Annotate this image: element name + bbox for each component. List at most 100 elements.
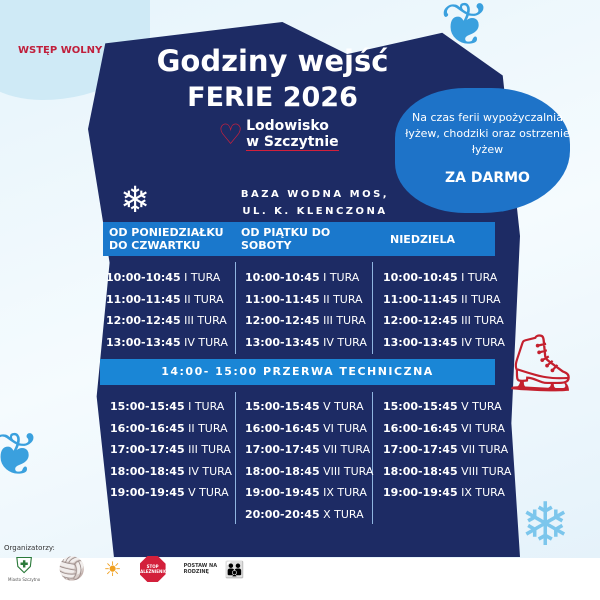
- session-time: 13:00-13:45: [245, 335, 320, 349]
- session-row: 11:00-11:45 II TURA: [106, 293, 228, 315]
- session-row: 16:00-16:45 II TURA: [110, 422, 232, 444]
- column-header: NIEDZIELA: [390, 232, 456, 246]
- session-row: 18:00-18:45 VIII TURA: [383, 465, 511, 487]
- family-logo: POSTAW NA RODZINĘ 👪: [184, 560, 245, 579]
- session-label: II TURA: [188, 421, 228, 435]
- session-label: V TURA: [188, 486, 229, 500]
- schedule-column: 15:00-15:45 I TURA 16:00-16:45 II TURA 17:…: [110, 400, 232, 508]
- snowflake-icon: ❄: [520, 490, 571, 560]
- session-time: 17:00-17:45: [245, 443, 320, 457]
- heart-icon: ♡: [218, 118, 244, 151]
- session-time: 13:00-13:45: [106, 335, 181, 349]
- session-row: 18:00-18:45 VIII TURA: [245, 465, 373, 487]
- session-row: 10:00-10:45 I TURA: [245, 271, 367, 293]
- page-subtitle: FERIE 2026: [187, 82, 358, 113]
- session-label: X TURA: [323, 507, 364, 521]
- session-row: 16:00-16:45 VI TURA: [245, 422, 373, 444]
- rental-blob: [395, 88, 570, 213]
- break-banner: 14:00- 15:00 PRZERWA TECHNICZNA: [100, 359, 495, 385]
- rink-logo: ♡ Lodowisko w Szczytnie: [218, 118, 339, 151]
- session-row: 19:00-19:45 IX TURA: [383, 486, 511, 508]
- session-time: 11:00-11:45: [245, 292, 320, 306]
- session-row: 13:00-13:45 IV TURA: [106, 336, 228, 358]
- session-time: 11:00-11:45: [106, 292, 181, 306]
- organizer-logos: ⛨ Miasto Szczytno 🏐 ☀ STOP UZALEŻNIENIOM…: [8, 556, 245, 582]
- session-time: 15:00-15:45: [110, 400, 185, 413]
- session-time: 10:00-10:45: [106, 271, 181, 284]
- session-time: 18:00-18:45: [110, 464, 185, 478]
- session-row: 11:00-11:45 II TURA: [245, 293, 367, 315]
- session-time: 11:00-11:45: [383, 292, 458, 306]
- session-time: 19:00-19:45: [110, 486, 185, 500]
- logo-line: Lodowisko: [246, 118, 329, 134]
- session-label: II TURA: [323, 292, 363, 306]
- session-label: II TURA: [461, 292, 501, 306]
- rental-info: Na czas ferii wypożyczalnia łyżew, chodz…: [405, 111, 570, 156]
- session-label: VIII TURA: [461, 464, 512, 478]
- session-row: 13:00-13:45 IV TURA: [245, 336, 367, 358]
- session-time: 20:00-20:45: [245, 507, 320, 521]
- session-label: VII TURA: [323, 443, 371, 457]
- schedule-header: OD PONIEDZIAŁKU DO CZWARTKU OD PIĄTKU DO…: [103, 222, 495, 256]
- session-label: IV TURA: [461, 335, 505, 349]
- city-crest-icon: ⛨: [15, 554, 33, 579]
- footer: [0, 558, 600, 600]
- session-time: 10:00-10:45: [245, 271, 320, 284]
- session-time: 17:00-17:45: [383, 443, 458, 457]
- session-time: 13:00-13:45: [383, 335, 458, 349]
- schedule-column: 10:00-10:45 I TURA 11:00-11:45 II TURA 12:…: [106, 271, 228, 357]
- session-time: 18:00-18:45: [245, 464, 320, 478]
- session-time: 16:00-16:45: [110, 421, 185, 435]
- address-line: UL. K. KLENCZONA: [242, 206, 388, 217]
- session-label: VIII TURA: [323, 464, 374, 478]
- divider: [372, 392, 373, 524]
- session-time: 12:00-12:45: [383, 314, 458, 328]
- session-label: VI TURA: [461, 421, 505, 435]
- session-time: 19:00-19:45: [245, 486, 320, 500]
- city-crest-caption: Miasto Szczytno: [8, 577, 41, 582]
- session-label: III TURA: [461, 314, 504, 328]
- session-label: I TURA: [323, 271, 360, 284]
- sun-logo-icon: ☀: [103, 557, 122, 581]
- session-time: 17:00-17:45: [110, 443, 185, 457]
- schedule-column: 10:00-10:45 I TURA 11:00-11:45 II TURA 12:…: [245, 271, 367, 357]
- session-row: 17:00-17:45 III TURA: [110, 443, 232, 465]
- session-label: IV TURA: [184, 335, 228, 349]
- session-time: 19:00-19:45: [383, 486, 458, 500]
- free-entry-badge: WSTĘP WOLNY: [18, 45, 103, 56]
- volleyball-logo-icon: 🏐: [58, 556, 86, 582]
- session-row: 15:00-15:45 I TURA: [110, 400, 232, 422]
- family-logo-icon: 👪: [224, 559, 245, 579]
- address-line: BAZA WODNA MOS,: [240, 189, 390, 200]
- family-logo-text: POSTAW NA RODZINĘ: [183, 563, 218, 575]
- divider: [235, 392, 236, 524]
- session-row: 15:00-15:45 V TURA: [245, 400, 373, 422]
- ice-skate-icon: ⛸: [505, 331, 577, 396]
- session-label: IX TURA: [323, 486, 367, 500]
- session-row: 17:00-17:45 VII TURA: [245, 443, 373, 465]
- session-row: 16:00-16:45 VI TURA: [383, 422, 511, 444]
- session-label: I TURA: [184, 271, 221, 284]
- session-label: IV TURA: [188, 464, 232, 478]
- page-title: Godziny wejść: [156, 44, 389, 78]
- session-row: 10:00-10:45 I TURA: [106, 271, 228, 293]
- session-time: 15:00-15:45: [245, 400, 320, 413]
- session-row: 19:00-19:45 V TURA: [110, 486, 232, 508]
- leaf-decoration-icon: ❦: [0, 420, 41, 490]
- divider: [235, 262, 236, 354]
- city-crest-logo: ⛨ Miasto Szczytno: [8, 556, 40, 582]
- schedule-column: 10:00-10:45 I TURA 11:00-11:45 II TURA 12:…: [383, 271, 505, 357]
- schedule-column: 15:00-15:45 V TURA 16:00-16:45 VI TURA 17:…: [383, 400, 511, 508]
- session-row: 12:00-12:45 III TURA: [245, 314, 367, 336]
- session-row: 12:00-12:45 III TURA: [106, 314, 228, 336]
- session-row: 13:00-13:45 IV TURA: [383, 336, 505, 358]
- address: BAZA WODNA MOS, UL. K. KLENCZONA: [200, 186, 430, 220]
- stop-logo: STOP UZALEŻNIENIOM: [139, 556, 166, 582]
- session-label: I TURA: [461, 271, 498, 284]
- session-row: 11:00-11:45 II TURA: [383, 293, 505, 315]
- session-row: 18:00-18:45 IV TURA: [110, 465, 232, 487]
- session-label: VI TURA: [323, 421, 367, 435]
- organizers-label: Organizatorzy:: [4, 544, 55, 552]
- session-row: 19:00-19:45 IX TURA: [245, 486, 373, 508]
- session-label: III TURA: [323, 314, 366, 328]
